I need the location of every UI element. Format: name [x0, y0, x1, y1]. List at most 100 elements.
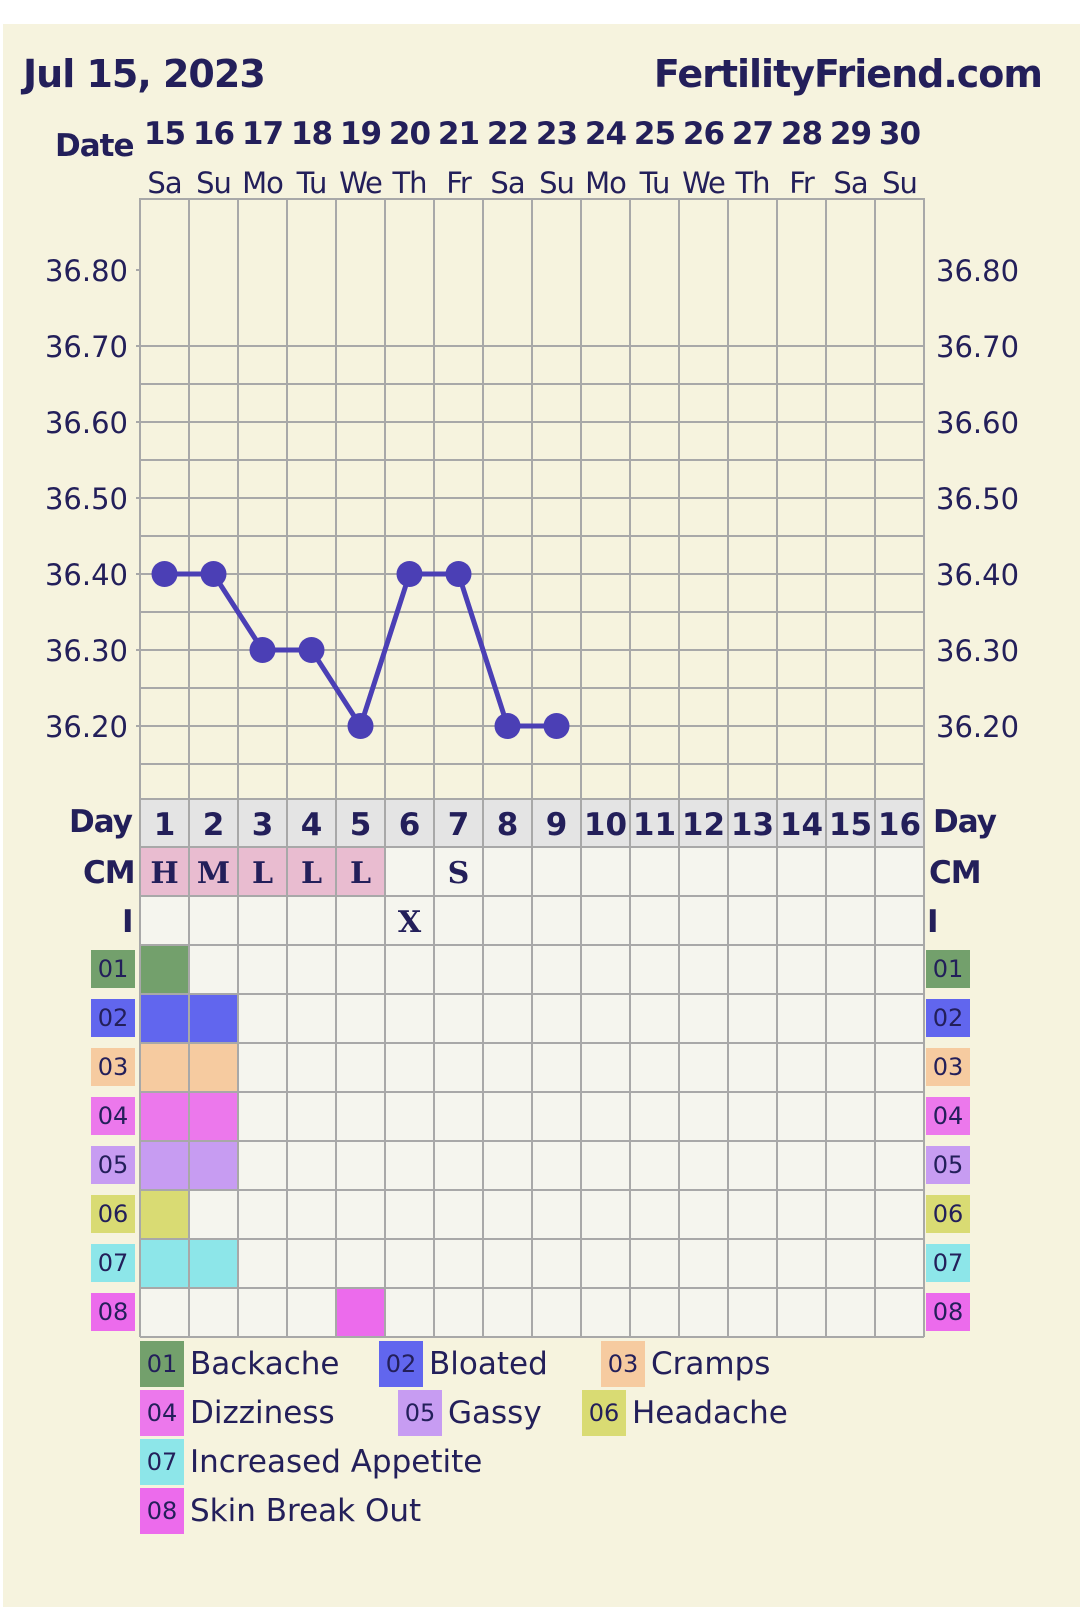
- legend-swatch: 08: [140, 1488, 184, 1534]
- symptom-tag-right: 07: [926, 1244, 970, 1282]
- day-number: 7: [448, 807, 470, 843]
- symptom-cell-03: [189, 1043, 238, 1092]
- symptom-cell-07: [189, 1239, 238, 1288]
- day-number: 16: [878, 807, 921, 843]
- date-number: 22: [486, 116, 529, 152]
- cm-value: S: [448, 856, 470, 891]
- weekday-label: Su: [882, 166, 918, 200]
- legend-swatch: 06: [582, 1390, 626, 1436]
- day-number: 12: [682, 807, 725, 843]
- symptom-cell-02: [189, 994, 238, 1043]
- cm-cell-filled: [238, 847, 287, 896]
- weekday-label: Tu: [639, 166, 671, 200]
- legend-item: 08 Skin Break Out: [140, 1488, 421, 1534]
- symptom-cell-06: [140, 1190, 189, 1239]
- symptom-cell-04: [189, 1092, 238, 1141]
- date-number: 23: [535, 116, 578, 152]
- legend-swatch: 05: [398, 1390, 442, 1436]
- legend-label: Headache: [632, 1395, 788, 1431]
- day-number: 4: [301, 807, 323, 843]
- y-tick-label-left: 36.20: [45, 710, 128, 744]
- cm-value: H: [150, 856, 178, 891]
- weekday-label: We: [339, 166, 383, 200]
- weekday-label: Sa: [833, 166, 868, 200]
- weekday-label: Th: [392, 166, 427, 200]
- legend-item: 01 Backache: [140, 1341, 339, 1387]
- site-name: FertilityFriend.com: [653, 52, 1043, 96]
- symptom-cell-05: [140, 1141, 189, 1190]
- y-tick-label-right: 36.70: [936, 330, 1019, 364]
- y-tick-label-right: 36.60: [936, 406, 1019, 440]
- day-number: 8: [497, 807, 519, 843]
- weekday-label: Tu: [296, 166, 328, 200]
- date-number: 21: [437, 116, 480, 152]
- intercourse-row-label-right: I: [927, 904, 939, 940]
- cm-row-label-right: CM: [929, 855, 982, 891]
- legend-label: Backache: [190, 1346, 340, 1382]
- symptom-tag-right: 05: [926, 1146, 970, 1184]
- day-number: 5: [350, 807, 372, 843]
- weekday-label: Sa: [490, 166, 525, 200]
- day-number: 2: [203, 807, 225, 843]
- symptom-cell-04: [140, 1092, 189, 1141]
- legend-item: 02 Bloated: [379, 1341, 548, 1387]
- day-number: 10: [584, 807, 627, 843]
- y-tick-label-right: 36.40: [936, 558, 1019, 592]
- date-number: 17: [241, 116, 284, 152]
- temperature-point: [445, 561, 472, 587]
- y-tick-label-right: 36.80: [936, 254, 1019, 288]
- weekday-label: Mo: [585, 166, 627, 200]
- temperature-point: [396, 561, 423, 587]
- y-tick-label-left: 36.30: [45, 634, 128, 668]
- legend-label: Bloated: [429, 1346, 548, 1382]
- date-number: 24: [584, 116, 627, 152]
- cm-value: L: [301, 856, 322, 891]
- bbt-chart: 36.80 36.80 36.70 36.70 36.60 36.60 36.50 36.50…: [45, 198, 1019, 1338]
- symptom-tag-left: 03: [91, 1048, 135, 1086]
- date-number: 18: [290, 116, 333, 152]
- temperature-point: [494, 713, 521, 739]
- temperature-point: [298, 637, 325, 663]
- day-number: 6: [399, 807, 421, 843]
- legend-swatch: 03: [601, 1341, 645, 1387]
- cm-value: M: [197, 856, 230, 891]
- date-number: 26: [682, 116, 725, 152]
- y-tick-label-left: 36.50: [45, 482, 128, 516]
- legend-label: Gassy: [448, 1395, 542, 1431]
- weekday-label: Mo: [242, 166, 284, 200]
- legend-item: 03 Cramps: [601, 1341, 770, 1387]
- day-number: 9: [546, 807, 568, 843]
- intercourse-row-label-left: I: [122, 904, 134, 940]
- cm-cell-filled: [336, 847, 385, 896]
- weekday-label: Su: [196, 166, 232, 200]
- weekday-label: We: [682, 166, 726, 200]
- symptom-cell-01: [140, 945, 189, 994]
- day-number: 3: [252, 807, 274, 843]
- symptom-tag-left: 02: [91, 999, 135, 1037]
- symptom-cell-07: [140, 1239, 189, 1288]
- weekday-label: Sa: [147, 166, 182, 200]
- date-number: 28: [780, 116, 823, 152]
- day-row-label-left: Day: [69, 804, 133, 840]
- legend-label: Dizziness: [190, 1395, 335, 1431]
- symptom-tag-right: 01: [926, 950, 970, 988]
- cm-value: L: [350, 856, 371, 891]
- legend-swatch: 01: [140, 1341, 184, 1387]
- legend-swatch: 02: [379, 1341, 423, 1387]
- date-number: 15: [143, 116, 186, 152]
- symptom-tag-left: 04: [91, 1097, 135, 1135]
- symptom-tag-right: 08: [926, 1293, 970, 1331]
- chart-page: Jul 15, 2023 FertilityFriend.com Date 15…: [3, 24, 1080, 1607]
- date-number: 30: [878, 116, 921, 152]
- legend-item: 07 Increased Appetite: [140, 1439, 482, 1485]
- date-number: 29: [829, 116, 872, 152]
- symptom-tag-right: 04: [926, 1097, 970, 1135]
- y-tick-label-right: 36.50: [936, 482, 1019, 516]
- temperature-point: [151, 561, 178, 587]
- y-tick-label-right: 36.20: [936, 710, 1019, 744]
- symptom-cell-08: [336, 1288, 385, 1337]
- intercourse-mark: X: [398, 905, 422, 940]
- cm-cell-filled: [287, 847, 336, 896]
- weekday-label: Fr: [789, 166, 815, 200]
- legend-label: Cramps: [651, 1346, 771, 1382]
